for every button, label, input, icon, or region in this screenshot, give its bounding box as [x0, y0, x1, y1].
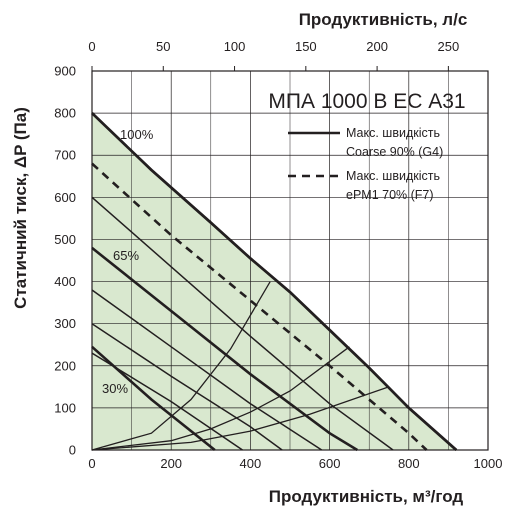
curve-label: 100%: [120, 127, 154, 142]
y-tick-label: 0: [69, 443, 76, 458]
x2-tick-label: 0: [88, 39, 95, 54]
top-axis-title: Продуктивність, л/с: [299, 10, 468, 29]
x2-tick-label: 150: [295, 39, 317, 54]
y-tick-label: 500: [54, 232, 76, 247]
model-title: МПА 1000 В ЕС А31: [268, 90, 465, 113]
x-tick-label: 1000: [474, 456, 503, 471]
x2-tick-label: 100: [224, 39, 246, 54]
system-curve: [91, 346, 350, 451]
fan-curve: [91, 196, 394, 451]
legend-dashed-line1: Макс. швидкість: [346, 169, 440, 183]
legend-dashed-line2: ePM1 70% (F7): [346, 188, 434, 202]
x-tick-label: 0: [88, 456, 95, 471]
fan-curve: [91, 323, 283, 451]
y-tick-label: 200: [54, 358, 76, 373]
y-tick-label: 400: [54, 274, 76, 289]
fan-curve: [91, 246, 358, 452]
y-tick-label: 300: [54, 316, 76, 331]
curve-label: 65%: [113, 248, 139, 263]
series-line: [91, 162, 428, 451]
x2-tick-label: 250: [438, 39, 460, 54]
bottom-axis-title: Продуктивність, м³/год: [269, 487, 464, 506]
fan-curve: [91, 345, 216, 452]
y-axis-title: Статичний тиск, ΔP (Па): [11, 107, 30, 309]
y-tick-label: 800: [54, 106, 76, 121]
y-tick-label: 600: [54, 190, 76, 205]
curve-label: 30%: [102, 381, 128, 396]
legend: Макс. швидкість Coarse 90% (G4) Макс. шв…: [288, 126, 443, 202]
plot-frame: [91, 70, 489, 451]
legend-solid-line1: Макс. швидкість: [346, 126, 440, 140]
x-tick-label: 800: [398, 456, 420, 471]
x2-tick-label: 50: [156, 39, 170, 54]
y-tick-label: 700: [54, 148, 76, 163]
x-tick-label: 600: [319, 456, 341, 471]
x-tick-label: 200: [160, 456, 182, 471]
system-curve: [91, 386, 390, 451]
fan-curve: [91, 289, 323, 451]
x2-tick-label: 200: [366, 39, 388, 54]
series-line: [91, 112, 458, 451]
y-tick-label: 100: [54, 400, 76, 415]
x-tick-label: 400: [240, 456, 262, 471]
y-tick-label: 900: [54, 64, 76, 79]
legend-solid-line2: Coarse 90% (G4): [346, 145, 443, 159]
system-curve: [91, 281, 271, 451]
